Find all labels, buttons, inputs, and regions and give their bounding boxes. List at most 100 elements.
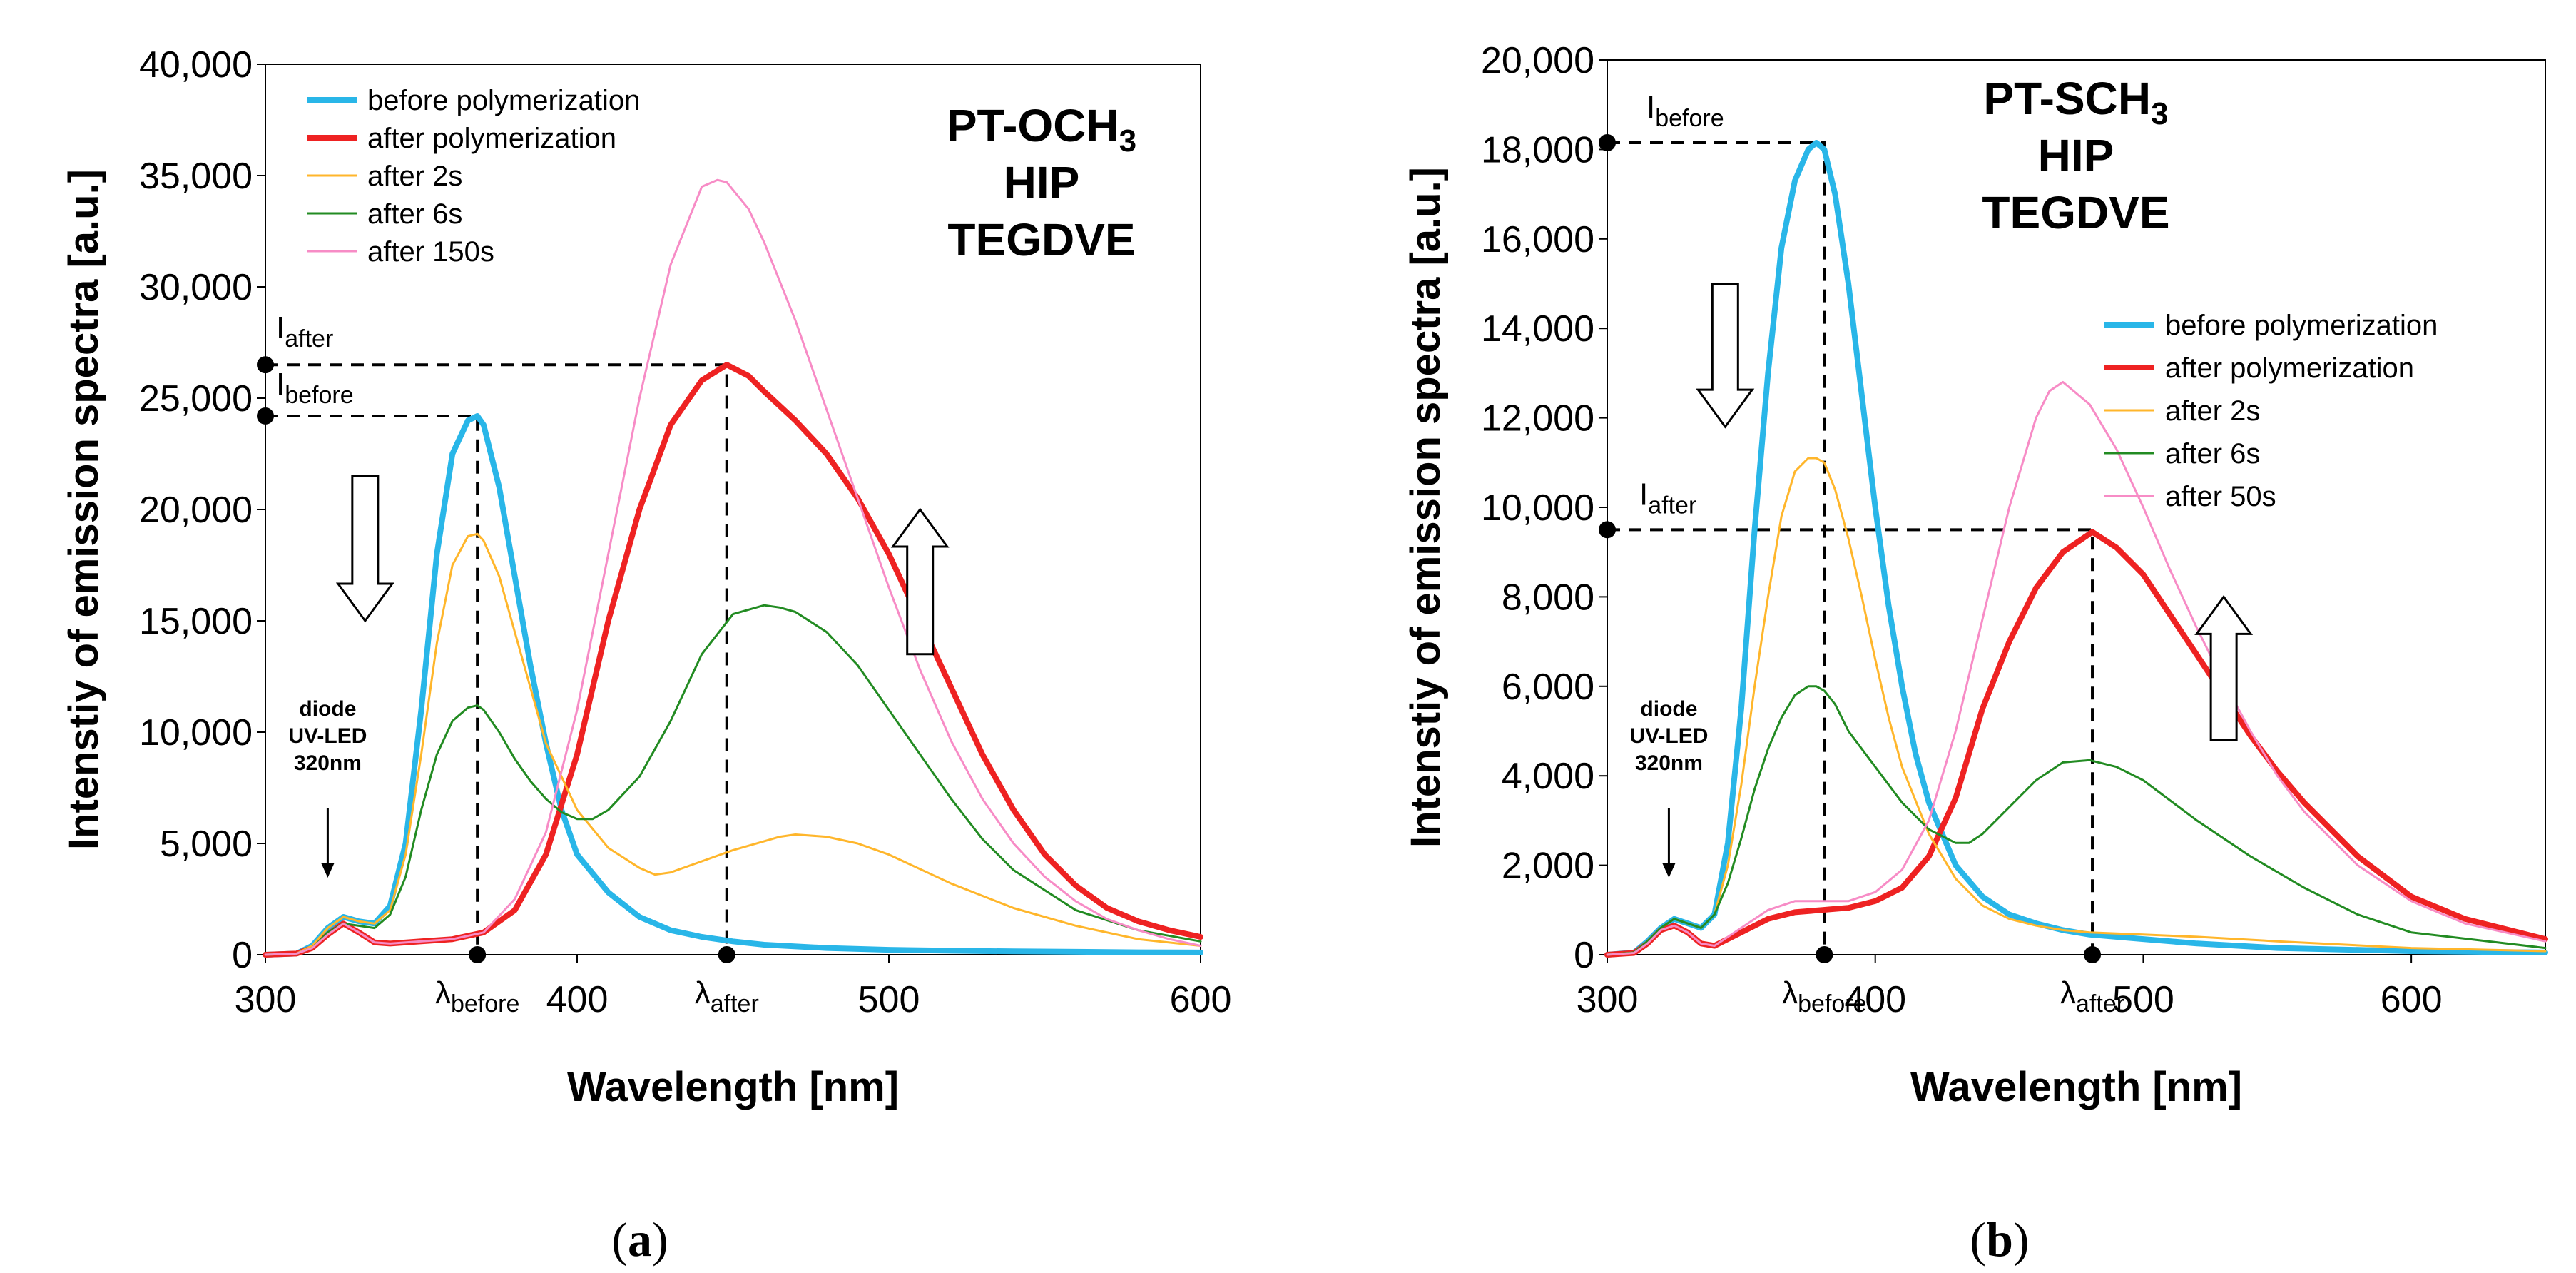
y-tick-label: 5,000 xyxy=(160,823,253,865)
legend-entry-2: after 2s xyxy=(367,161,462,192)
i-label-after: Iafter xyxy=(1639,477,1696,519)
i-label-before-sub: before xyxy=(285,382,353,409)
i-label-after-sub: after xyxy=(285,325,333,353)
lambda-label-before: λbefore xyxy=(435,975,519,1018)
marker-dot-x-after xyxy=(2084,946,2102,963)
caption: (a) xyxy=(611,1212,668,1267)
lambda-label-after: λafter xyxy=(695,975,759,1018)
sample-label-line: TEGDVE xyxy=(1982,187,2169,238)
i-label-after-main: I xyxy=(1639,477,1648,512)
legend-entry-3: after 6s xyxy=(367,198,462,230)
i-label-after: Iafter xyxy=(276,310,333,353)
diode-arrow-head xyxy=(321,863,335,878)
sample-label-sub: 3 xyxy=(1119,123,1136,158)
x-tick-label: 400 xyxy=(546,979,609,1020)
dashed-guide-before xyxy=(265,414,479,955)
lambda-label-before-sub: before xyxy=(451,990,519,1018)
diode-label-line: 320nm xyxy=(1635,751,1703,775)
lambda-label-after-sub: after xyxy=(711,990,759,1018)
caption: (b) xyxy=(1970,1212,2029,1267)
sample-label-line: HIP xyxy=(2038,130,2114,181)
y-tick-label: 14,000 xyxy=(1481,308,1594,350)
y-tick-label: 10,000 xyxy=(1481,487,1594,529)
i-label-before-main: I xyxy=(276,367,285,402)
diode-label-line: 320nm xyxy=(294,751,362,775)
diode-label-line: diode xyxy=(299,697,356,721)
y-tick-label: 18,000 xyxy=(1481,129,1594,171)
x-tick-label: 600 xyxy=(1170,979,1232,1020)
dashed-guide-before xyxy=(1607,141,1826,955)
sample-label-line: PT-SCH3 xyxy=(1983,73,2168,131)
i-label-before-sub: before xyxy=(1655,105,1724,132)
lambda-label-after-main: λ xyxy=(2060,975,2076,1010)
x-tick-label: 500 xyxy=(2112,979,2174,1020)
sample-label-main: PT-SCH xyxy=(1983,73,2151,124)
marker-dot-x-before xyxy=(469,946,487,963)
y-tick-label: 10,000 xyxy=(139,712,253,754)
marker-dot-x-after xyxy=(718,946,735,963)
sample-label-line: PT-OCH3 xyxy=(947,100,1136,158)
x-tick-label: 500 xyxy=(858,979,920,1020)
y-tick-label: 20,000 xyxy=(139,490,253,531)
lambda-label-before: λbefore xyxy=(1782,975,1866,1018)
i-label-before-main: I xyxy=(1646,90,1655,125)
diode-label-line: UV-LED xyxy=(288,724,367,748)
marker-dot-y-after xyxy=(1599,521,1616,539)
y-tick-label: 4,000 xyxy=(1502,756,1594,797)
series-line-3 xyxy=(264,604,1202,956)
series-line-2 xyxy=(1606,457,2547,956)
lambda-label-before-main: λ xyxy=(435,975,451,1010)
x-axis-title: Wavelength [nm] xyxy=(567,1064,899,1110)
marker-dot-y-before xyxy=(1599,133,1616,151)
lambda-label-after-main: λ xyxy=(695,975,711,1010)
y-tick-label: 12,000 xyxy=(1481,398,1594,440)
legend-entry-4: after 150s xyxy=(367,236,494,268)
y-tick-label: 25,000 xyxy=(139,378,253,420)
diode-arrow-head xyxy=(1662,863,1676,878)
x-tick-label: 600 xyxy=(2381,979,2443,1020)
marker-dot-y-before xyxy=(257,407,274,425)
chart-b: 0 2,000 4,000 6,000 8,000 10,000 12,000 14,000 1… xyxy=(1402,40,2548,1267)
diode-label-line: diode xyxy=(1640,697,1697,721)
marker-dot-x-before xyxy=(1816,946,1833,963)
caption-letter: a xyxy=(628,1212,652,1267)
series-line-3 xyxy=(1606,685,2547,956)
lambda-label-before-sub: before xyxy=(1798,990,1866,1018)
series-line-1 xyxy=(263,362,1203,958)
trend-arrow-down xyxy=(1696,283,1755,429)
legend-entry-4: after 50s xyxy=(2165,481,2276,512)
caption-close: ) xyxy=(652,1212,668,1267)
y-tick-label: 0 xyxy=(232,935,253,976)
y-tick-label: 16,000 xyxy=(1481,219,1594,260)
legend-entry-1: after polymerization xyxy=(2165,353,2414,384)
x-axis-title: Wavelength [nm] xyxy=(1910,1064,2242,1110)
series-line-2 xyxy=(264,532,1202,956)
i-label-before: Ibefore xyxy=(1646,90,1724,132)
series-line-4 xyxy=(264,178,1202,956)
trend-arrow-up xyxy=(890,507,950,656)
y-tick-label: 40,000 xyxy=(139,44,253,86)
legend-entry-1: after polymerization xyxy=(367,123,616,154)
y-tick-label: 8,000 xyxy=(1502,577,1594,618)
y-tick-label: 2,000 xyxy=(1502,846,1594,887)
y-tick-label: 35,000 xyxy=(139,156,253,197)
caption-open: ( xyxy=(611,1212,628,1267)
marker-dot-y-after xyxy=(257,356,274,374)
y-tick-label: 15,000 xyxy=(139,601,253,642)
legend-entry-0: before polymerization xyxy=(2165,310,2438,341)
y-tick-label: 20,000 xyxy=(1481,40,1594,81)
y-axis-title: Intenstiy of emission spectra [a.u.] xyxy=(1402,167,1449,848)
caption-open: ( xyxy=(1970,1212,1986,1267)
i-label-after-sub: after xyxy=(1648,492,1696,519)
legend-entry-0: before polymerization xyxy=(367,85,640,116)
i-label-after-main: I xyxy=(276,310,285,345)
legend-entry-2: after 2s xyxy=(2165,395,2260,427)
caption-close: ) xyxy=(2013,1212,2030,1267)
y-tick-label: 30,000 xyxy=(139,267,253,308)
i-label-before: Ibefore xyxy=(276,367,354,409)
legend-entry-3: after 6s xyxy=(2165,438,2260,470)
lambda-label-after-sub: after xyxy=(2076,990,2124,1018)
sample-label-main: PT-OCH xyxy=(947,100,1119,151)
y-tick-label: 0 xyxy=(1574,935,1594,976)
